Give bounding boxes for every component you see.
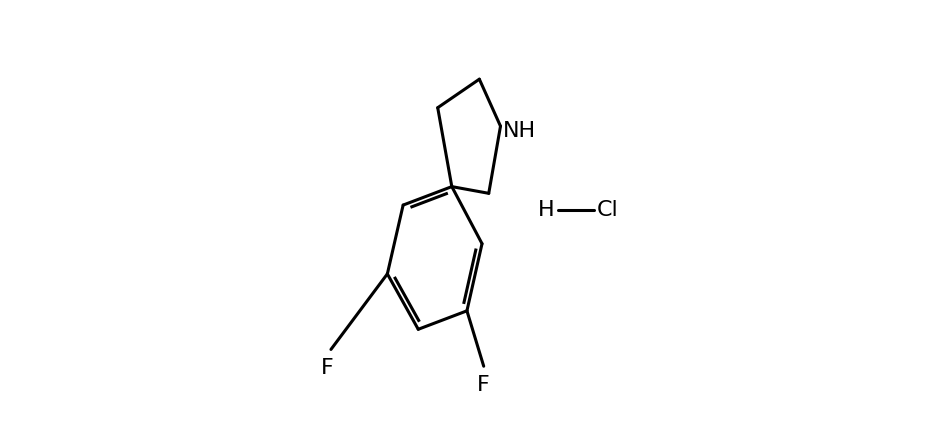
Text: F: F [321,358,334,378]
Text: Cl: Cl [597,200,619,220]
Text: H: H [538,200,555,220]
Text: NH: NH [502,121,536,141]
Text: F: F [477,375,490,395]
